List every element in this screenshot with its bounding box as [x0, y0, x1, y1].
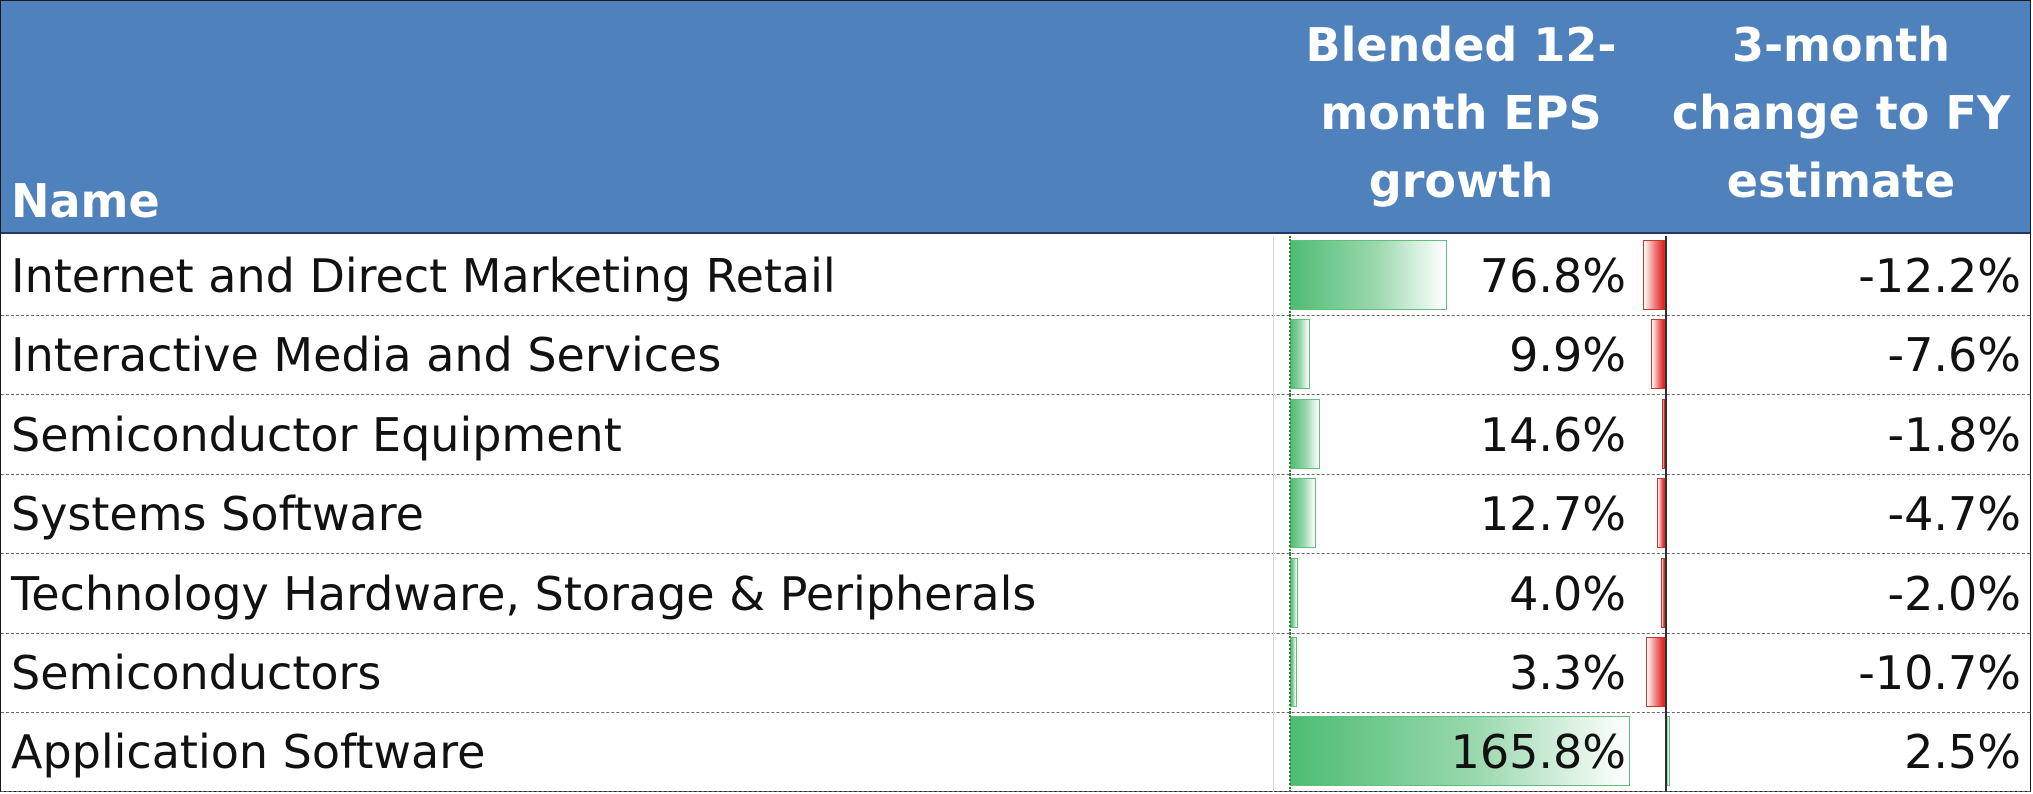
change-estimate-value: -10.7% — [1858, 646, 2021, 700]
header-change-estimate: 3-month change to FY estimate — [1671, 18, 2011, 208]
change-estimate-value: -2.0% — [1887, 566, 2021, 621]
table-header: Name Blended 12- month EPS growth 3-mont… — [1, 1, 2030, 234]
change-estimate-bar — [1661, 398, 1665, 469]
eps-growth-value: 14.6% — [1479, 407, 1626, 462]
eps-bar-axis — [1289, 633, 1291, 713]
row-name: Internet and Direct Marketing Retail — [11, 249, 836, 303]
eps-growth-value: 76.8% — [1479, 249, 1626, 303]
column-separator — [1273, 712, 1274, 793]
header-name: Name — [11, 174, 160, 228]
eps-growth-bar — [1290, 240, 1448, 310]
eps-growth-bar — [1290, 716, 1630, 787]
table-row[interactable]: Application Software 165.8% 2.5% — [1, 712, 2030, 793]
header-eps-growth: Blended 12- month EPS growth — [1305, 18, 1617, 208]
eps-bar-axis — [1289, 236, 1291, 316]
eps-bar-axis — [1289, 315, 1291, 396]
change-estimate-value: 2.5% — [1904, 725, 2021, 780]
eps-growth-value: 9.9% — [1509, 328, 1626, 383]
table-row[interactable]: Interactive Media and Services 9.9% -7.6% — [1, 315, 2030, 396]
change-bar-axis — [1665, 394, 1667, 475]
change-estimate-bar — [1656, 478, 1665, 549]
eps-growth-value: 12.7% — [1479, 487, 1626, 542]
column-separator — [1273, 236, 1274, 316]
change-bar-axis — [1665, 633, 1667, 713]
change-bar-axis — [1665, 315, 1667, 396]
column-separator — [1273, 394, 1274, 475]
column-separator — [1273, 474, 1274, 555]
change-bar-axis — [1665, 236, 1667, 316]
column-separator — [1273, 633, 1274, 713]
eps-growth-value: 4.0% — [1509, 566, 1626, 621]
eps-growth-bar — [1290, 557, 1299, 628]
table-row[interactable]: Semiconductor Equipment 14.6% -1.8% — [1, 394, 2030, 475]
column-separator — [1273, 553, 1274, 634]
row-name: Semiconductors — [11, 646, 382, 700]
change-estimate-value: -1.8% — [1887, 407, 2021, 462]
row-name: Semiconductor Equipment — [11, 407, 622, 462]
change-estimate-value: -7.6% — [1887, 328, 2021, 383]
table-row[interactable]: Systems Software 12.7% -4.7% — [1, 474, 2030, 555]
table-row[interactable]: Semiconductors 3.3% -10.7% — [1, 633, 2030, 713]
change-estimate-value: -4.7% — [1887, 487, 2021, 542]
change-estimate-bar — [1643, 240, 1665, 310]
eps-bar-axis — [1289, 712, 1291, 793]
change-bar-axis — [1665, 712, 1667, 793]
change-estimate-bar — [1651, 319, 1665, 390]
eps-bar-axis — [1289, 553, 1291, 634]
change-bar-axis — [1665, 474, 1667, 555]
row-name: Application Software — [11, 725, 486, 780]
row-name: Systems Software — [11, 487, 424, 542]
column-separator — [1273, 315, 1274, 396]
row-name: Interactive Media and Services — [11, 328, 722, 383]
row-name: Technology Hardware, Storage & Periphera… — [11, 566, 1037, 621]
change-estimate-bar — [1661, 557, 1665, 628]
change-estimate-bar — [1645, 637, 1665, 707]
eps-bar-axis — [1289, 474, 1291, 555]
change-bar-axis — [1665, 553, 1667, 634]
eps-growth-value: 3.3% — [1509, 646, 1626, 700]
eps-bar-axis — [1289, 394, 1291, 475]
eps-growth-bar — [1290, 637, 1297, 707]
table-row[interactable]: Internet and Direct Marketing Retail 76.8… — [1, 236, 2030, 316]
table-row[interactable]: Technology Hardware, Storage & Periphera… — [1, 553, 2030, 634]
eps-growth-value: 165.8% — [1450, 725, 1626, 780]
change-estimate-value: -12.2% — [1858, 249, 2021, 303]
